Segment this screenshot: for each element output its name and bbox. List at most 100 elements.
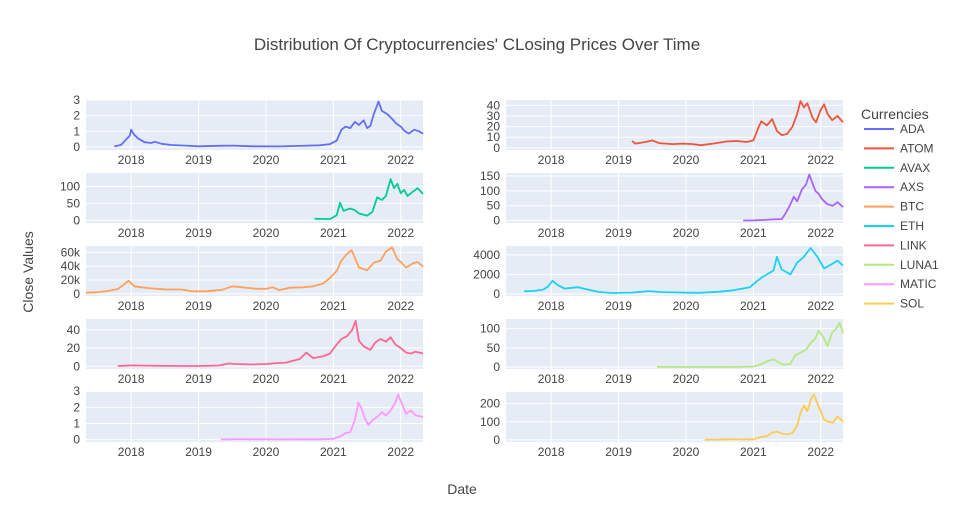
y-tick-label: 0 xyxy=(493,360,500,374)
y-tick-label: 200 xyxy=(480,397,500,411)
x-tick-label: 2022 xyxy=(807,372,834,386)
legend-item-axs[interactable]: AXS xyxy=(864,180,924,194)
x-tick-label: 2018 xyxy=(538,153,565,167)
chart-title: Distribution Of Cryptocurrencies' CLosin… xyxy=(254,35,700,54)
y-tick-label: 1 xyxy=(73,124,80,138)
series-line-ada xyxy=(114,100,424,148)
x-tick-label: 2020 xyxy=(253,372,280,386)
y-tick-label: 100 xyxy=(480,184,500,198)
plot-background xyxy=(506,392,843,442)
x-tick-label: 2018 xyxy=(118,445,145,459)
x-tick-label: 2020 xyxy=(673,153,700,167)
series-line-atom xyxy=(631,100,844,147)
x-tick-label: 2022 xyxy=(387,445,414,459)
series-line-btc xyxy=(85,246,424,294)
x-tick-label: 2021 xyxy=(740,226,767,240)
x-tick-label: 2019 xyxy=(605,299,632,313)
x-tick-label: 2021 xyxy=(320,445,347,459)
series-line-matic xyxy=(220,393,424,441)
y-tick-label: 150 xyxy=(480,169,500,183)
legend-item-sol[interactable]: SOL xyxy=(864,297,924,311)
legend-item-link[interactable]: LINK xyxy=(864,238,927,252)
legend-label: MATIC xyxy=(900,277,937,291)
y-tick-label: 40k xyxy=(61,259,81,273)
y-tick-label: 50 xyxy=(487,199,501,213)
y-tick-label: 50 xyxy=(487,341,501,355)
y-tick-label: 0 xyxy=(493,287,500,301)
x-tick-label: 2020 xyxy=(253,445,280,459)
legend-item-ada[interactable]: ADA xyxy=(864,122,925,136)
plot-background xyxy=(86,100,423,150)
y-tick-label: 0 xyxy=(73,287,80,301)
x-tick-label: 2020 xyxy=(253,153,280,167)
y-tick-label: 20k xyxy=(61,273,81,287)
y-tick-label: 0 xyxy=(73,359,80,373)
x-tick-label: 2020 xyxy=(673,372,700,386)
x-tick-label: 2018 xyxy=(538,299,565,313)
series-line-sol xyxy=(704,393,844,441)
y-tick-label: 0 xyxy=(493,433,500,447)
legend-label: BTC xyxy=(900,200,924,214)
x-tick-label: 2018 xyxy=(118,226,145,240)
x-tick-label: 2021 xyxy=(740,445,767,459)
x-tick-label: 2020 xyxy=(253,299,280,313)
x-tick-label: 2019 xyxy=(605,372,632,386)
y-tick-label: 2 xyxy=(73,109,80,123)
x-tick-label: 2020 xyxy=(673,445,700,459)
legend-item-eth[interactable]: ETH xyxy=(864,219,924,233)
series-line-eth xyxy=(524,247,844,294)
legend-item-btc[interactable]: BTC xyxy=(864,200,924,214)
x-tick-label: 2019 xyxy=(605,153,632,167)
legend-item-luna1[interactable]: LUNA1 xyxy=(864,258,939,272)
y-tick-label: 40 xyxy=(487,98,501,112)
x-tick-label: 2018 xyxy=(118,153,145,167)
legend-item-avax[interactable]: AVAX xyxy=(864,161,930,175)
x-tick-label: 2022 xyxy=(807,226,834,240)
x-tick-label: 2022 xyxy=(387,226,414,240)
y-tick-label: 0 xyxy=(73,433,80,447)
subplot-sol: 2018 2019 2020 2021 2022 0 100 200 xyxy=(480,392,844,459)
y-tick-label: 4000 xyxy=(473,248,500,262)
y-tick-label: 10 xyxy=(487,130,501,144)
subplot-grid: 2018 2019 2020 2021 2022 0 12 3 2018 2019 2020 2021… xyxy=(60,93,844,459)
legend-item-atom[interactable]: ATOM xyxy=(864,141,934,155)
legend-title: Currencies xyxy=(861,106,929,122)
plot-background xyxy=(86,319,423,369)
x-tick-label: 2021 xyxy=(320,226,347,240)
plot-background xyxy=(506,173,843,223)
y-tick-label: 50 xyxy=(67,196,81,210)
y-tick-label: 20 xyxy=(487,120,501,134)
x-tick-label: 2019 xyxy=(185,445,212,459)
plot-background xyxy=(506,319,843,369)
x-tick-label: 2021 xyxy=(740,372,767,386)
y-tick-label: 40 xyxy=(67,323,81,337)
series-line-link xyxy=(117,319,424,367)
legend-item-matic[interactable]: MATIC xyxy=(864,277,937,291)
subplot-luna1: 2018 2019 2020 2021 2022 0 50 100 xyxy=(480,319,844,386)
x-tick-label: 2021 xyxy=(320,372,347,386)
series-line-avax xyxy=(314,178,424,220)
x-tick-label: 2019 xyxy=(185,226,212,240)
x-tick-label: 2018 xyxy=(538,445,565,459)
y-tick-label: 0 xyxy=(73,213,80,227)
x-tick-label: 2018 xyxy=(538,372,565,386)
x-tick-label: 2021 xyxy=(740,299,767,313)
x-tick-label: 2019 xyxy=(185,299,212,313)
x-tick-label: 2018 xyxy=(118,372,145,386)
series-line-axs xyxy=(743,173,844,222)
legend-label: LUNA1 xyxy=(900,258,939,272)
y-tick-label: 100 xyxy=(60,180,80,194)
x-tick-label: 2022 xyxy=(807,153,834,167)
x-tick-label: 2021 xyxy=(320,153,347,167)
y-tick-label: 100 xyxy=(480,415,500,429)
x-tick-label: 2022 xyxy=(387,372,414,386)
series-line-luna1 xyxy=(656,321,844,368)
legend-label: AVAX xyxy=(900,161,930,175)
legend-label: ADA xyxy=(900,122,925,136)
y-tick-label: 3 xyxy=(73,384,80,398)
legend-label: SOL xyxy=(900,297,924,311)
y-tick-label: 30 xyxy=(487,109,501,123)
